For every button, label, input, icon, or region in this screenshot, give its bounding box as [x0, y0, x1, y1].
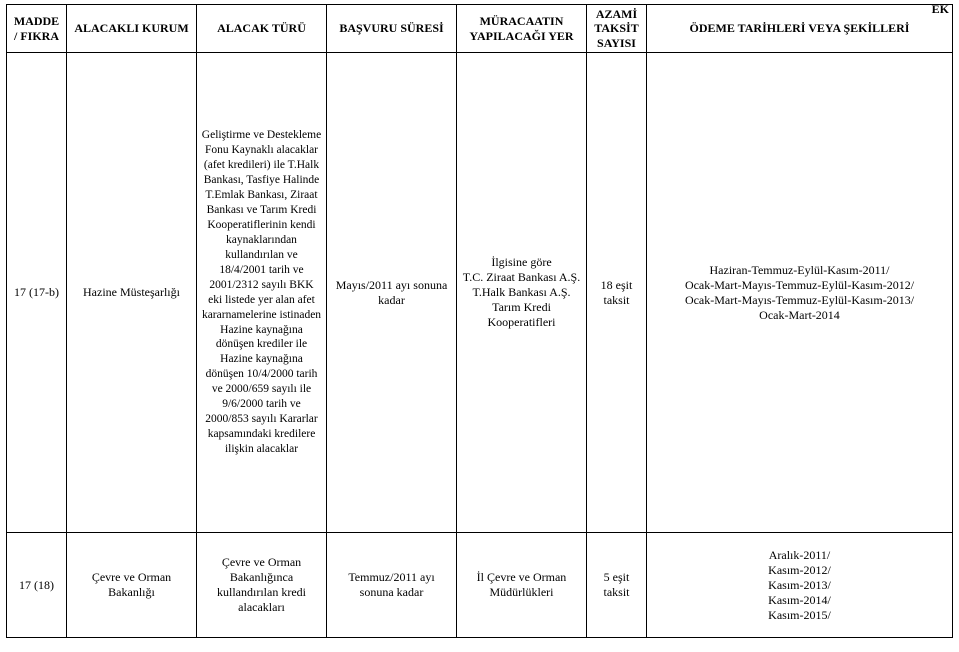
cell-odeme: Haziran-Temmuz-Eylül-Kasım-2011/ Ocak-Ma…: [647, 53, 953, 533]
odeme-line: Aralık-2011/: [769, 548, 831, 562]
odeme-line: Kasım-2015/: [768, 608, 831, 622]
odeme-line: Haziran-Temmuz-Eylül-Kasım-2011/: [710, 263, 890, 277]
odeme-line: Kasım-2012/: [768, 563, 831, 577]
cell-muracaat: İlgisine göre T.C. Ziraat Bankası A.Ş. T…: [457, 53, 587, 533]
cell-madde: 17 (17-b): [7, 53, 67, 533]
table-header-row: MADDE / FIKRA ALACAKLI KURUM ALACAK TÜRÜ…: [7, 5, 953, 53]
cell-kurum: Hazine Müsteşarlığı: [67, 53, 197, 533]
header-muracaat: MÜRACAATIN YAPILACAĞI YER: [457, 5, 587, 53]
muracaat-line: İlgisine göre: [491, 255, 551, 269]
table-row: 17 (17-b) Hazine Müsteşarlığı Geliştirme…: [7, 53, 953, 533]
header-odeme: ÖDEME TARİHLERİ VEYA ŞEKİLLERİ: [647, 5, 953, 53]
table-row: 17 (18) Çevre ve Orman Bakanlığı Çevre v…: [7, 533, 953, 638]
muracaat-line: T.C. Ziraat Bankası A.Ş.: [463, 270, 580, 284]
main-table: MADDE / FIKRA ALACAKLI KURUM ALACAK TÜRÜ…: [6, 4, 953, 638]
header-taksit: AZAMİ TAKSİT SAYISI: [587, 5, 647, 53]
cell-odeme: Aralık-2011/ Kasım-2012/ Kasım-2013/ Kas…: [647, 533, 953, 638]
odeme-line: Ocak-Mart-2014: [759, 308, 840, 322]
odeme-line: Ocak-Mart-Mayıs-Temmuz-Eylül-Kasım-2012/: [685, 278, 914, 292]
corner-label: EK: [932, 2, 949, 17]
cell-basvuru: Temmuz/2011 ayı sonuna kadar: [327, 533, 457, 638]
header-kurum: ALACAKLI KURUM: [67, 5, 197, 53]
cell-taksit: 18 eşit taksit: [587, 53, 647, 533]
cell-kurum: Çevre ve Orman Bakanlığı: [67, 533, 197, 638]
muracaat-line: T.Halk Bankası A.Ş.: [472, 285, 570, 299]
cell-madde: 17 (18): [7, 533, 67, 638]
header-basvuru: BAŞVURU SÜRESİ: [327, 5, 457, 53]
cell-taksit: 5 eşit taksit: [587, 533, 647, 638]
cell-basvuru: Mayıs/2011 ayı sonuna kadar: [327, 53, 457, 533]
header-alacak: ALACAK TÜRÜ: [197, 5, 327, 53]
header-madde: MADDE / FIKRA: [7, 5, 67, 53]
cell-alacak: Geliştirme ve Destekleme Fonu Kaynaklı a…: [197, 53, 327, 533]
odeme-line: Kasım-2014/: [768, 593, 831, 607]
muracaat-line: Tarım Kredi Kooperatifleri: [488, 300, 556, 329]
odeme-line: Ocak-Mart-Mayıs-Temmuz-Eylül-Kasım-2013/: [685, 293, 914, 307]
cell-alacak: Çevre ve Orman Bakanlığınca kullandırıla…: [197, 533, 327, 638]
cell-muracaat: İl Çevre ve Orman Müdürlükleri: [457, 533, 587, 638]
odeme-line: Kasım-2013/: [768, 578, 831, 592]
